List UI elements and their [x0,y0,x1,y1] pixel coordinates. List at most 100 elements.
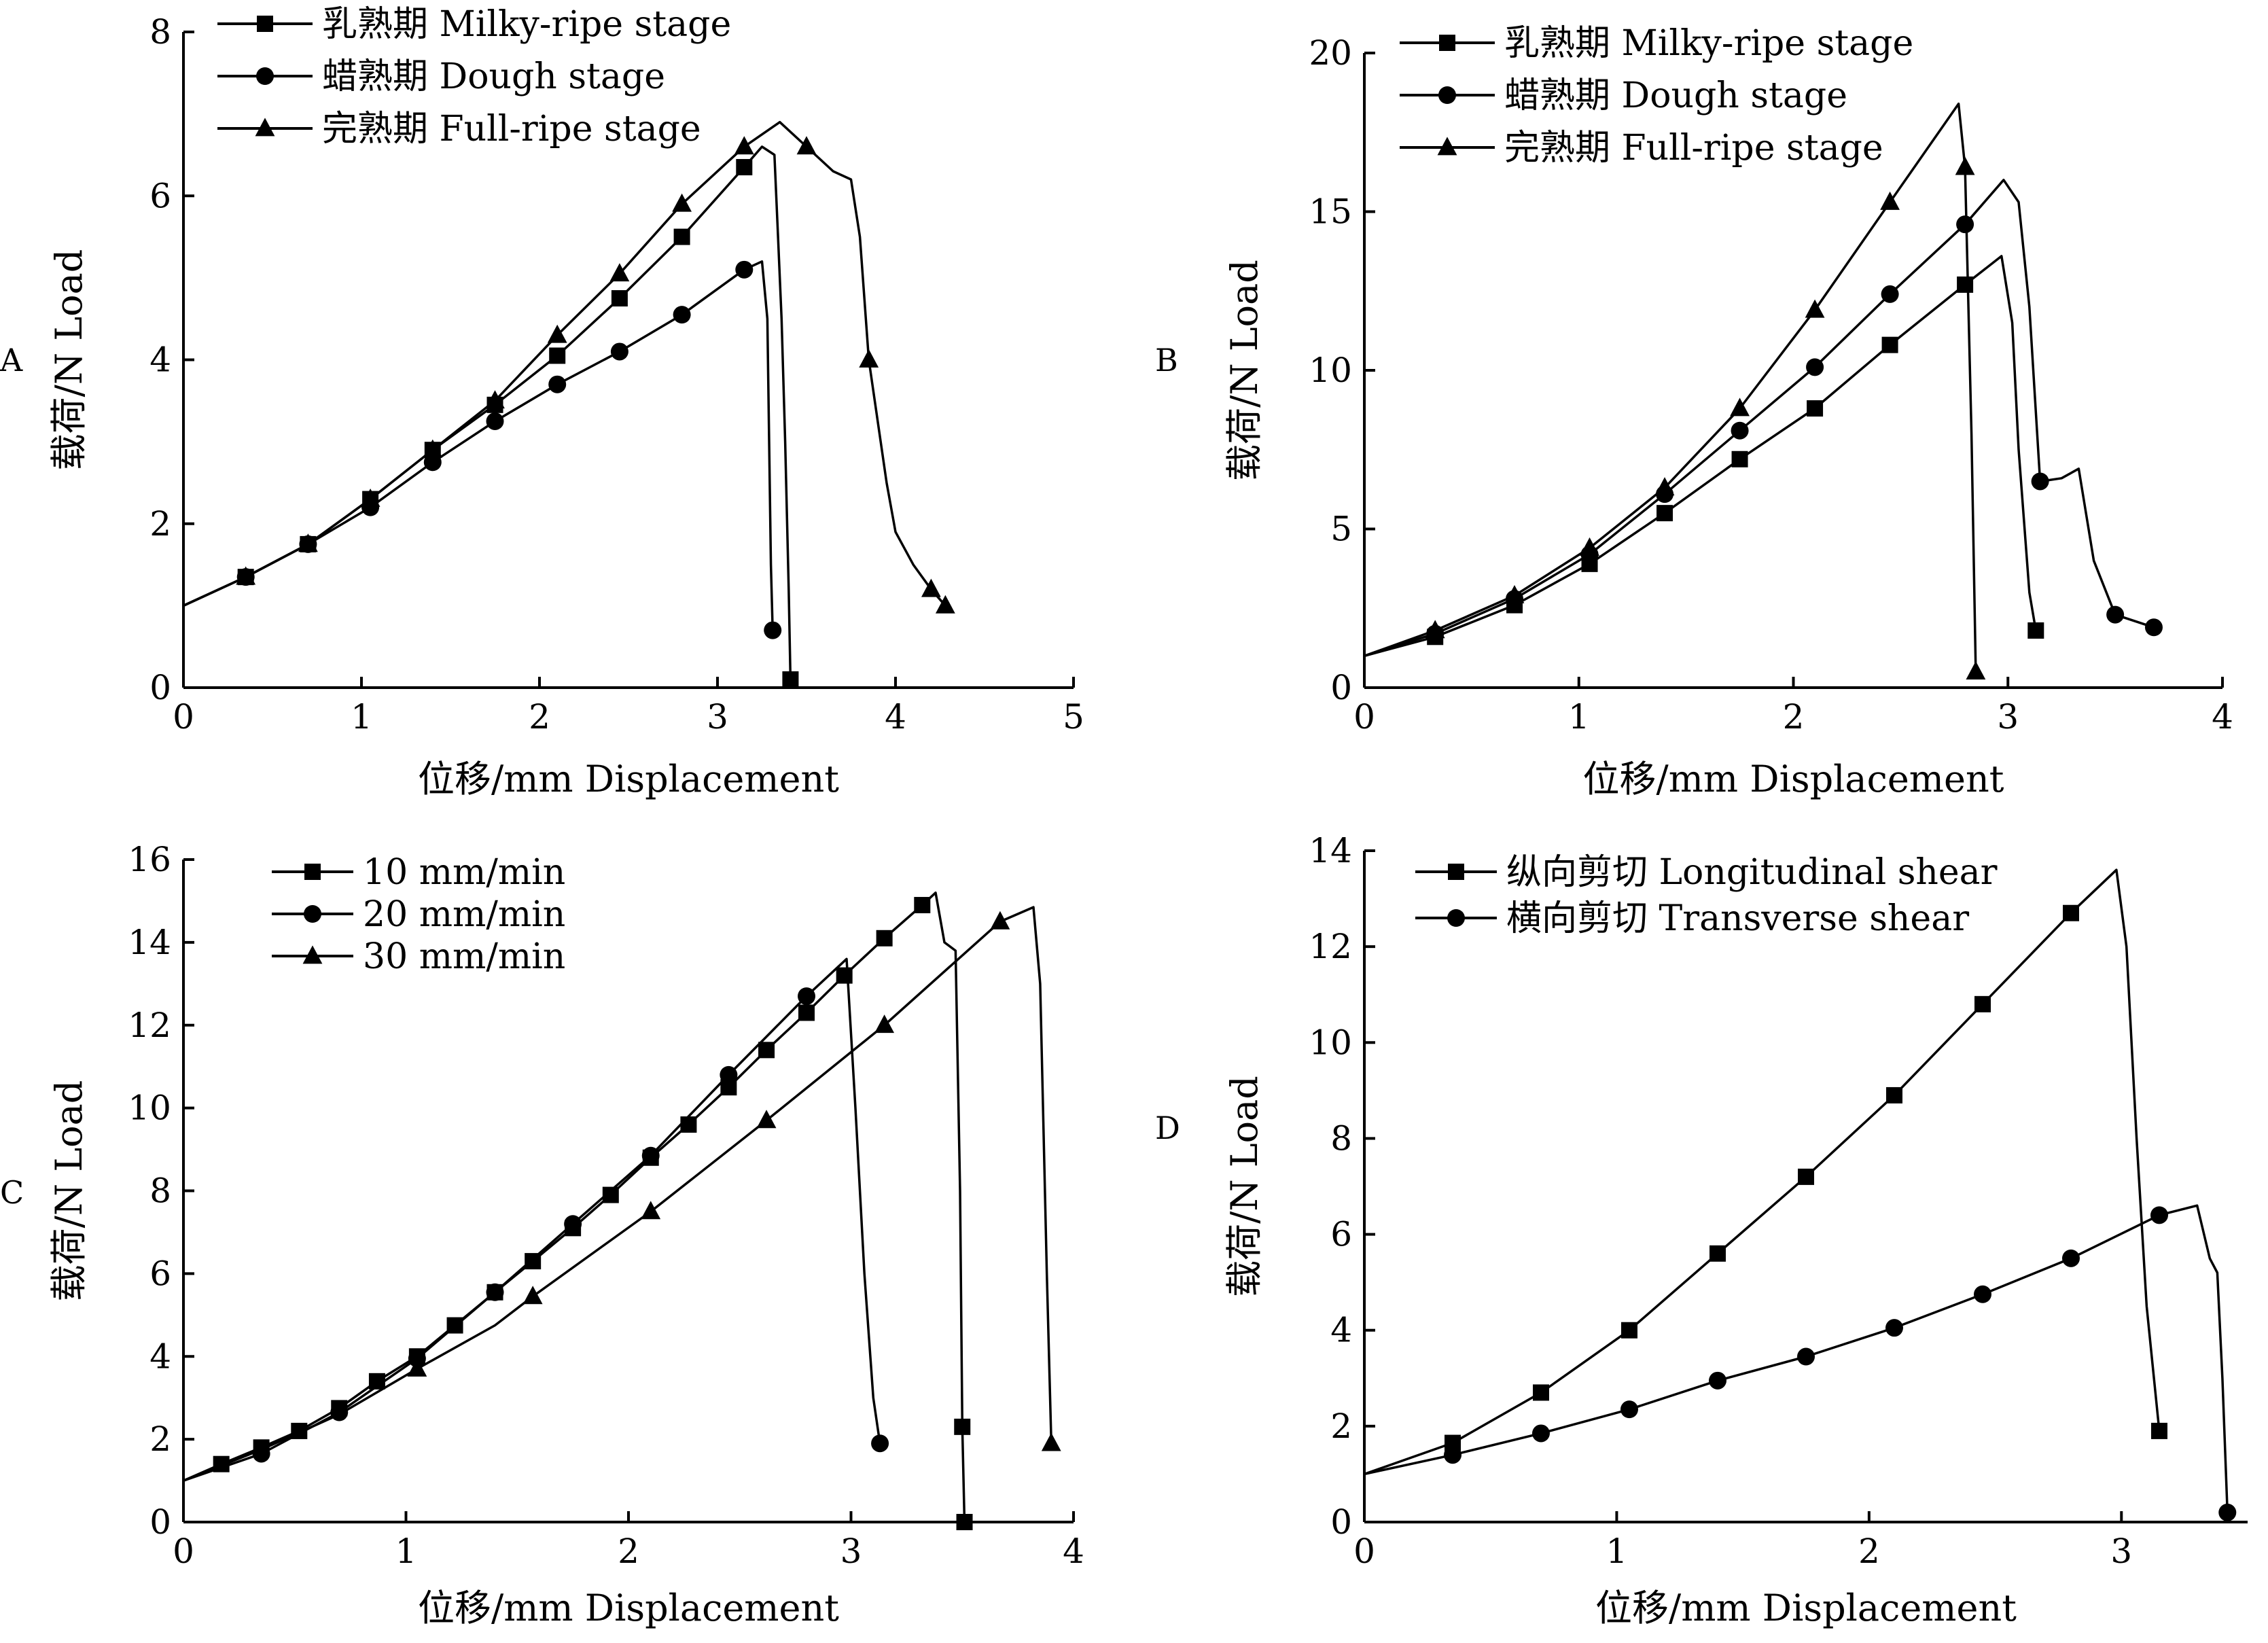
data-point-circle [564,1215,582,1233]
data-point-square [2063,904,2079,921]
data-point-square [1709,1245,1726,1262]
y-tick-label: 2 [1330,1407,1352,1446]
x-tick-label: 0 [173,697,194,737]
legend-label: 10 mm/min [363,852,565,893]
legend-marker-square [304,864,321,880]
data-point-triangle [1805,299,1825,318]
data-point-circle [2218,1503,2237,1521]
data-point-square [2027,622,2044,639]
x-tick-label: 3 [840,1532,862,1571]
x-tick-label: 0 [1353,697,1375,737]
x-tick-label: 2 [529,697,550,737]
data-point-triangle [1880,191,1900,210]
series-line [1364,102,1977,672]
data-point-triangle [298,533,318,552]
data-point-triangle [921,578,941,597]
y-axis-title: 载荷/N Load [1223,1076,1266,1297]
x-tick-label: 3 [707,697,728,737]
legend-marker-circle [256,67,274,85]
x-tick-label: 5 [1063,697,1084,737]
data-point-square [1807,400,1824,417]
series-line [183,120,946,607]
data-point-circle [2150,1206,2168,1224]
series-square [1364,868,2167,1476]
data-point-circle [1974,1285,1991,1303]
y-tick-label: 20 [1309,33,1352,73]
legend-marker-triangle [302,945,323,964]
data-point-triangle [1580,537,1599,556]
data-point-circle [2106,605,2125,624]
y-tick-label: 8 [149,12,171,52]
data-point-circle [641,1146,660,1165]
legend-label: 纵向剪切 Longitudinal shear [1506,852,1998,893]
y-axis-title: 载荷/N Load [1223,260,1266,481]
data-point-square [1957,276,1974,293]
data-point-circle [1797,1347,1815,1366]
y-tick-label: 8 [149,1171,171,1211]
x-axis-title: 位移/mm Displacement [1595,1587,2017,1629]
series-triangle [1364,102,1986,679]
legend-label: 完熟期 Full-ripe stage [322,109,701,149]
data-point-circle [1444,1446,1461,1464]
x-tick-label: 2 [618,1532,639,1571]
y-tick-label: 0 [149,1502,171,1542]
y-axis-title: 载荷/N Load [48,1080,90,1302]
y-tick-label: 2 [149,1419,171,1459]
data-point-triangle [1966,661,1986,679]
data-point-circle [486,1283,504,1301]
legend-label: 乳熟期 Milky-ripe stage [322,4,731,45]
y-tick-label: 5 [1330,510,1352,549]
data-point-square [836,967,853,984]
data-point-circle [1806,358,1824,376]
y-tick-label: 0 [1330,668,1352,707]
series-line [183,145,792,679]
data-point-triangle [796,136,817,155]
panel-label: A [0,342,23,378]
data-point-circle [610,342,628,361]
legend-label: 20 mm/min [363,894,565,935]
data-point-triangle [734,136,754,155]
data-point-square [680,1116,697,1133]
data-point-square [956,1514,973,1530]
data-point-circle [548,375,567,393]
series-line [1364,1204,2229,1513]
data-point-triangle [609,263,630,282]
data-point-triangle [641,1201,661,1220]
y-tick-label: 8 [1330,1118,1352,1158]
data-point-square [736,159,753,176]
series-circle [183,957,889,1482]
legend-label: 完熟期 Full-ripe stage [1504,128,1883,169]
data-point-square [876,930,893,947]
data-point-circle [486,412,504,430]
data-point-square [1731,450,1748,467]
series-line [1364,255,2038,657]
y-tick-label: 4 [149,340,171,380]
data-point-triangle [756,1110,777,1129]
data-point-square [673,228,690,245]
data-point-triangle [990,911,1010,930]
data-point-square [1974,995,1991,1012]
data-point-square [1656,505,1673,522]
x-tick-label: 4 [885,697,906,737]
x-tick-label: 0 [1353,1532,1375,1571]
y-tick-label: 14 [1309,831,1352,870]
data-point-triangle [547,324,567,343]
y-tick-label: 15 [1309,192,1352,232]
data-point-circle [1532,1424,1550,1443]
data-point-circle [1956,215,1974,234]
legend-marker-square [1448,864,1464,880]
legend-marker-triangle [255,118,275,137]
legend-marker-triangle [1437,137,1457,156]
data-point-square [611,290,628,307]
data-point-triangle [1654,477,1675,496]
legend-label: 乳熟期 Milky-ripe stage [1504,23,1913,64]
series-line [1364,868,2161,1476]
data-point-triangle [1041,1432,1061,1451]
panel-label: D [1155,1110,1180,1146]
y-tick-label: 10 [1309,351,1352,390]
data-point-triangle [407,1358,427,1377]
series-triangle [183,906,1061,1482]
data-point-triangle [485,390,505,409]
x-tick-label: 4 [2212,697,2233,737]
